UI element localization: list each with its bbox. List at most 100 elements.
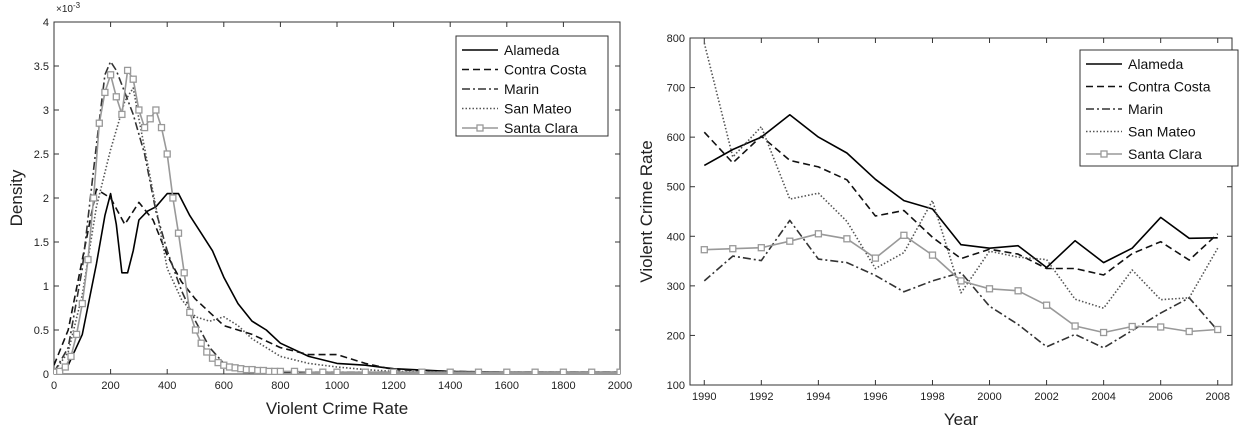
y-tick-label: 0.5: [34, 325, 49, 337]
series-line-alameda: [703, 114, 1218, 269]
y-tick-label: 2: [43, 193, 49, 205]
data-point-santa-clara: [814, 230, 823, 238]
data-point-santa-clara: [389, 368, 398, 374]
data-point-santa-clara: [180, 269, 188, 277]
x-tick-label: 1998: [920, 391, 944, 403]
data-point-santa-clara: [1128, 322, 1136, 331]
x-tick-label: 0: [51, 380, 57, 392]
data-point-santa-clara: [123, 66, 132, 75]
x-tick-label: 800: [271, 380, 289, 392]
legend-box: [1079, 49, 1239, 167]
legend-label-alameda: Alameda: [1128, 56, 1183, 72]
data-point-santa-clara: [1214, 325, 1222, 334]
plot-area: [700, 42, 1222, 349]
data-point-santa-clara: [1014, 287, 1022, 295]
data-point-santa-clara: [56, 367, 64, 374]
data-point-santa-clara: [985, 285, 994, 293]
y-tick-label: 300: [667, 281, 685, 293]
data-point-santa-clara: [616, 368, 620, 374]
data-point-santa-clara: [169, 194, 177, 202]
y-tick-label: 200: [667, 330, 685, 342]
data-point-santa-clara: [588, 368, 596, 374]
x-tick-label: 2008: [1205, 391, 1229, 403]
data-point-santa-clara: [118, 110, 126, 119]
data-point-santa-clara: [203, 348, 211, 356]
y-exponent-base: ×10: [56, 4, 73, 15]
y-exponent-power: -3: [73, 1, 81, 10]
series-line-san-mateo: [703, 42, 1219, 310]
x-tick-label: 1994: [806, 391, 830, 403]
x-tick-label: 600: [215, 380, 233, 392]
data-point-santa-clara: [729, 245, 737, 253]
series-line-contra-costa: [54, 188, 620, 374]
data-point-santa-clara: [757, 244, 765, 252]
plot-area: [54, 60, 620, 374]
y-tick-label: 600: [667, 132, 685, 144]
data-point-santa-clara: [276, 367, 285, 374]
data-point-santa-clara: [843, 235, 851, 243]
crime-rate-chart: 1990 1992 1994 1996 1998 2000 2002 2004 2006 2008…: [637, 33, 1239, 425]
data-point-santa-clara: [1099, 328, 1108, 337]
x-tick-label: 1996: [863, 391, 887, 403]
x-tick-label: 400: [158, 380, 176, 392]
y-tick-label: 400: [667, 231, 685, 243]
y-tick-label: 100: [667, 380, 685, 392]
legend-label-contra-costa: Contra Costa: [504, 62, 587, 78]
y-tick-label: 1.5: [34, 237, 49, 249]
y-axis-title: Density: [7, 169, 26, 226]
data-point-santa-clara: [112, 93, 120, 101]
y-tick-label: 4: [43, 17, 49, 29]
y-axis-title: Violent Crime Rate: [637, 140, 656, 282]
y-tick-label: 700: [667, 83, 685, 95]
y-exponent-label: ×10-3: [56, 1, 81, 15]
x-tick-label: 1400: [438, 380, 462, 392]
data-point-santa-clara: [531, 368, 539, 374]
data-point-santa-clara: [135, 106, 143, 114]
x-tick-label: 2002: [1034, 391, 1058, 403]
y-tick-label: 3.5: [34, 61, 49, 73]
legend-marker-santa-clara: [476, 124, 484, 132]
data-point-santa-clara: [163, 150, 171, 158]
x-tick-label: 1000: [325, 380, 349, 392]
x-tick-label: 200: [101, 380, 119, 392]
data-point-santa-clara: [95, 119, 103, 127]
legend-box: [455, 35, 609, 137]
legend-label-san-mateo: San Mateo: [1128, 124, 1196, 140]
data-point-santa-clara: [1071, 322, 1079, 330]
data-point-santa-clara: [208, 354, 217, 362]
legend-label-santa-clara: Santa Clara: [1128, 146, 1202, 162]
y-tick-label: 3: [43, 105, 49, 117]
plot-frame: [689, 37, 1233, 386]
data-point-santa-clara: [140, 123, 149, 132]
data-point-santa-clara: [786, 237, 794, 245]
series-line-marin: [703, 219, 1219, 349]
data-point-santa-clara: [78, 299, 86, 308]
data-point-santa-clara: [559, 368, 568, 374]
data-point-santa-clara: [290, 367, 299, 374]
data-point-santa-clara: [361, 368, 369, 374]
data-point-santa-clara: [900, 231, 908, 239]
x-tick-label: 1600: [495, 380, 519, 392]
x-axis-title: Year: [944, 410, 979, 425]
y-tick-label: 800: [667, 33, 685, 45]
data-point-santa-clara: [446, 368, 454, 374]
data-point-santa-clara: [157, 123, 166, 132]
data-point-santa-clara: [84, 255, 92, 264]
density-chart: 0 200 400 600 800 1000 1200 1400 1600 1800 2000 0 0.…: [7, 1, 632, 418]
data-point-santa-clara: [1157, 323, 1165, 331]
legend-label-santa-clara: Santa Clara: [504, 120, 578, 136]
x-tick-label: 1992: [749, 391, 773, 403]
y-tick-label: 2.5: [34, 149, 49, 161]
x-tick-label: 1200: [381, 380, 405, 392]
data-point-santa-clara: [61, 363, 69, 371]
y-tick-label: 1: [43, 281, 49, 293]
y-tick-label: 500: [667, 182, 685, 194]
x-tick-label: 1800: [551, 380, 575, 392]
data-point-santa-clara: [191, 326, 200, 334]
data-point-santa-clara: [871, 254, 880, 262]
x-tick-label: 2004: [1091, 391, 1115, 403]
data-point-santa-clara: [418, 368, 426, 374]
data-point-santa-clara: [319, 368, 327, 374]
data-point-santa-clara: [197, 339, 205, 347]
